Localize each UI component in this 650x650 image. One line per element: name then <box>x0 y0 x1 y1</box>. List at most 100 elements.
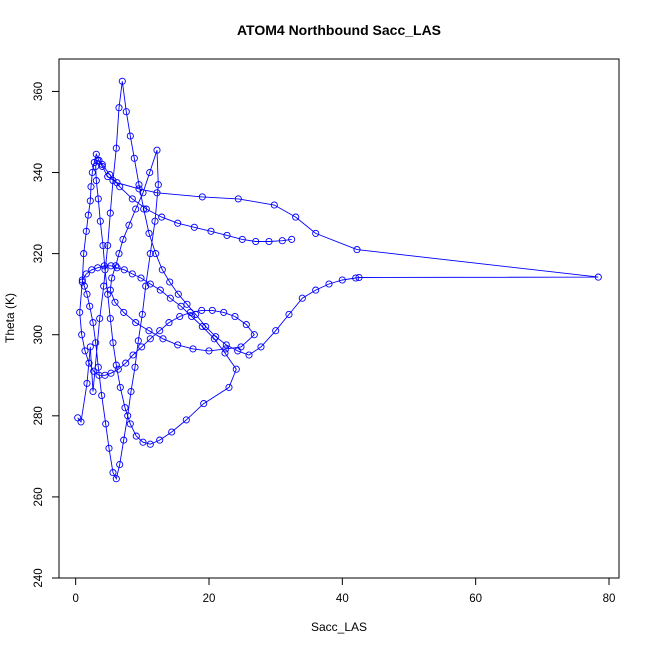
data-point <box>153 189 161 197</box>
data-point <box>92 339 100 347</box>
data-point <box>119 235 127 243</box>
data-point <box>130 154 138 162</box>
data-point <box>138 343 146 351</box>
x-axis-label: Sacc_LAS <box>311 620 367 634</box>
data-point <box>86 343 94 351</box>
data-point <box>80 250 88 258</box>
data-point <box>177 302 185 310</box>
data-point <box>270 201 278 209</box>
data-point <box>151 217 159 225</box>
data-point <box>156 286 164 294</box>
data-point <box>137 274 145 282</box>
data-point <box>82 227 90 235</box>
y-tick-label: 240 <box>33 568 45 587</box>
data-point <box>77 418 85 426</box>
data-point <box>99 241 107 250</box>
data-point <box>153 146 161 154</box>
data-point <box>312 286 320 294</box>
data-point <box>176 312 184 321</box>
data-point <box>265 237 273 246</box>
data-point <box>242 321 250 329</box>
y-tick-label: 300 <box>33 325 45 344</box>
data-point <box>231 312 239 321</box>
data-point <box>174 290 182 298</box>
data-point <box>353 246 361 254</box>
data-point <box>109 339 117 347</box>
data-point <box>115 250 123 258</box>
data-point <box>100 262 108 270</box>
data-point <box>98 160 106 168</box>
data-point <box>223 231 231 239</box>
data-point <box>92 177 100 185</box>
chart-title: ATOM4 Northbound Sacc_LAS <box>237 22 441 38</box>
data-point <box>156 327 164 335</box>
data-point <box>154 181 162 189</box>
data-point <box>104 173 112 181</box>
data-point <box>142 205 150 213</box>
data-point <box>168 428 176 436</box>
data-point <box>285 310 293 318</box>
data-point <box>112 361 120 369</box>
data-point <box>109 469 117 477</box>
data-point <box>142 282 150 290</box>
data-point <box>152 250 160 258</box>
data-point <box>112 262 120 270</box>
data-point <box>126 420 134 428</box>
data-point <box>312 229 320 237</box>
data-point <box>298 294 306 302</box>
data-point <box>96 314 104 323</box>
data-point <box>221 349 229 357</box>
x-tick-label: 80 <box>603 593 616 605</box>
x-axis: 0 20 40 60 80 <box>72 577 616 605</box>
data-point <box>198 193 206 201</box>
data-point <box>272 327 280 335</box>
data-point <box>158 266 166 274</box>
data-point <box>594 273 602 281</box>
data-point <box>135 181 143 189</box>
data-point <box>237 343 245 351</box>
data-point <box>108 274 116 282</box>
data-point <box>109 177 117 185</box>
data-point <box>116 183 124 191</box>
data-point <box>104 241 112 250</box>
data-point <box>292 213 300 221</box>
data-point <box>140 205 148 213</box>
data-point <box>234 195 242 203</box>
data-point <box>238 235 246 243</box>
data-point <box>89 387 97 396</box>
data-point <box>198 323 206 331</box>
data-point <box>134 337 142 345</box>
data-point <box>205 347 213 355</box>
data-point <box>208 306 216 314</box>
data-point <box>145 229 153 237</box>
data-point <box>116 460 124 469</box>
x-tick-label: 20 <box>203 593 216 605</box>
data-point <box>250 331 258 339</box>
data-point <box>98 391 106 400</box>
data-point <box>86 302 94 310</box>
data-point <box>88 168 96 177</box>
data-point <box>86 197 94 205</box>
data-point <box>78 331 86 339</box>
data-point <box>125 221 133 229</box>
data-point <box>245 351 253 359</box>
data-point <box>96 217 104 225</box>
data-point <box>111 298 119 306</box>
x-tick-label: 40 <box>336 593 349 605</box>
data-point <box>222 341 230 349</box>
data-point <box>112 475 120 483</box>
data-point <box>106 314 114 323</box>
data-point <box>80 282 88 290</box>
data-point <box>120 308 128 316</box>
data-point <box>131 363 139 371</box>
data-point <box>114 365 122 373</box>
data-point <box>189 345 197 353</box>
y-axis: 240 260 280 300 320 340 360 <box>33 82 60 588</box>
y-tick-label: 320 <box>33 244 45 263</box>
data-point <box>190 223 198 231</box>
x-tick-label: 60 <box>469 593 482 605</box>
data-point <box>105 444 113 452</box>
data-point <box>90 158 98 166</box>
data-point <box>94 264 102 272</box>
